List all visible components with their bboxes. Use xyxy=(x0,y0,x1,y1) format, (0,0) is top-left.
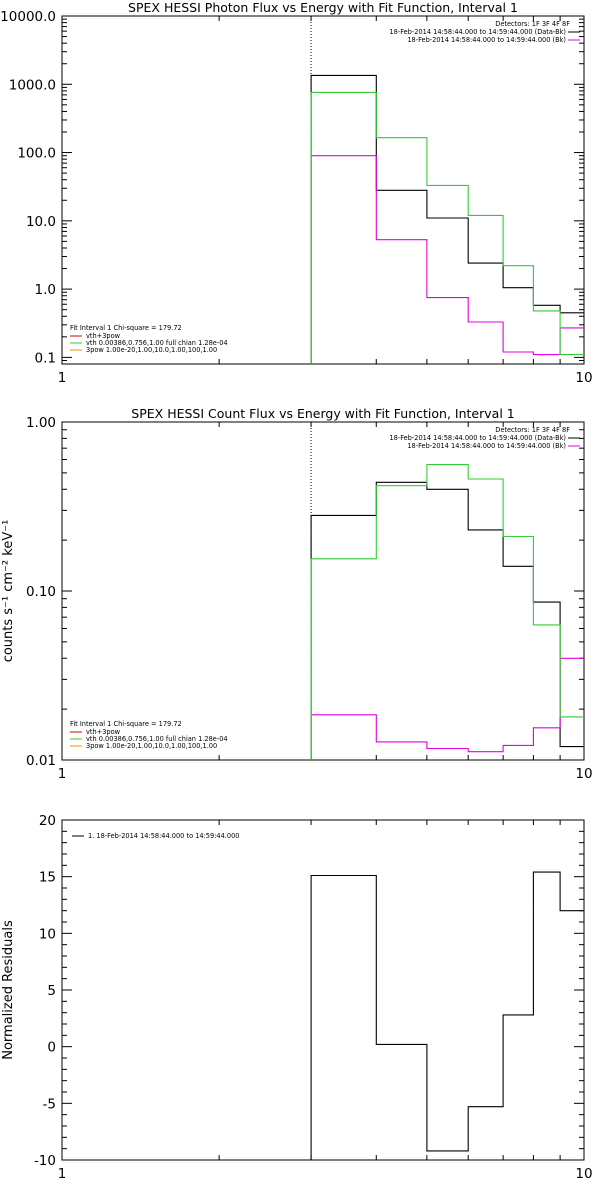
series-line-1 xyxy=(310,871,584,1160)
plot-frame xyxy=(61,819,585,1161)
chart-panel-2: SPEX HESSI Count Flux vs Energy with Fit… xyxy=(1,406,593,782)
chart-panel-3: 1 10 -10 -5 0 5 10 15 20 Normalized Residuals 1. 1… xyxy=(1,813,593,1182)
series-line-2 xyxy=(310,155,584,364)
legend-entry: 1. 18-Feb-2014 14:58:44.000 to 14:59:44.… xyxy=(88,832,240,840)
legend-entry: 3pow 1.00e-20,1.00,10.0,1.00,100,1.00 xyxy=(86,742,217,750)
y-tick-label: 10.0 xyxy=(26,214,56,230)
legend-bottom-left: Fit Interval 1 Chi-square = 179.72vth+3p… xyxy=(70,720,228,750)
legend-entry: 18-Feb-2014 14:58:44.000 to 14:59:44.000… xyxy=(389,28,566,36)
legend-entry: 18-Feb-2014 14:58:44.000 to 14:59:44.000… xyxy=(407,36,566,44)
x-tick-label: 10 xyxy=(575,370,592,386)
x-tick-label: 10 xyxy=(575,766,592,782)
y-tick-label: 1.0 xyxy=(35,282,56,298)
legend-entry: vth 0.00386,0.756,1.00 full chian 1.28e-… xyxy=(86,339,228,347)
legend-header: Detectors: 1F 3F 4F 8F xyxy=(495,426,570,434)
y-tick-label: 10 xyxy=(39,926,56,942)
x-axis-ticks xyxy=(61,16,585,364)
series-line-3 xyxy=(310,464,584,760)
x-tick-label: 1 xyxy=(58,766,67,782)
series-line-1 xyxy=(310,74,584,364)
plot-frame xyxy=(61,421,585,761)
legend-entry: vth+3pow xyxy=(86,332,121,340)
y-tick-label: 0 xyxy=(47,1040,56,1056)
series-line-2 xyxy=(310,657,584,760)
chart-panel-1: SPEX HESSI Photon Flux vs Energy with Fi… xyxy=(0,0,592,386)
y-tick-label: 0.1 xyxy=(35,350,56,366)
chart-title: SPEX HESSI Photon Flux vs Energy with Fi… xyxy=(128,0,518,15)
x-tick-label: 1 xyxy=(58,370,67,386)
plot-frame xyxy=(61,15,585,365)
series-line-3 xyxy=(310,91,584,364)
series-line-1 xyxy=(310,481,584,760)
x-axis-ticks xyxy=(61,422,585,760)
x-axis-ticks xyxy=(61,820,585,1160)
x-tick-label: 10 xyxy=(575,1166,592,1182)
legend-top-left: 1. 18-Feb-2014 14:58:44.000 to 14:59:44.… xyxy=(72,832,240,840)
y-tick-label: 0.01 xyxy=(26,753,56,769)
y-tick-label: 100.0 xyxy=(17,146,56,162)
y-tick-label: 15 xyxy=(39,870,56,886)
data-series-group xyxy=(310,74,584,364)
legend-entry: vth 0.00386,0.756,1.00 full chian 1.28e-… xyxy=(86,735,228,743)
y-tick-label: 1000.0 xyxy=(9,77,56,93)
y-tick-label: 0.10 xyxy=(26,584,56,600)
legend-entry: 18-Feb-2014 14:58:44.000 to 14:59:44.000… xyxy=(389,434,566,442)
data-series-group xyxy=(310,464,584,760)
legend-entry: 18-Feb-2014 14:58:44.000 to 14:59:44.000… xyxy=(407,442,566,450)
y-tick-label: 20 xyxy=(39,813,56,829)
y-tick-label: 10000.0 xyxy=(0,9,56,25)
y-tick-label: 5 xyxy=(47,983,56,999)
legend-bottom-left: Fit Interval 1 Chi-square = 179.72vth+3p… xyxy=(70,324,228,354)
x-tick-label: 1 xyxy=(58,1166,67,1182)
legend-header: Fit Interval 1 Chi-square = 179.72 xyxy=(70,720,182,728)
y-axis-ticks xyxy=(62,421,584,761)
y-axis-label: counts s⁻¹ cm⁻² keV⁻¹ xyxy=(1,520,16,663)
y-tick-label: -10 xyxy=(34,1153,56,1169)
legend-entry: 3pow 1.00e-20,1.00,10.0,1.00,100,1.00 xyxy=(86,346,217,354)
y-axis-ticks xyxy=(62,15,584,365)
y-axis-ticks xyxy=(62,819,584,1161)
legend-entry: vth+3pow xyxy=(86,728,121,736)
legend-header: Fit Interval 1 Chi-square = 179.72 xyxy=(70,324,182,332)
y-axis-label: Normalized Residuals xyxy=(1,920,16,1060)
y-tick-label: 1.00 xyxy=(26,415,56,431)
y-tick-label: -5 xyxy=(43,1096,56,1112)
legend-header: Detectors: 1F 3F 4F 8F xyxy=(495,20,570,28)
chart-title: SPEX HESSI Count Flux vs Energy with Fit… xyxy=(131,406,514,421)
data-series-group xyxy=(310,871,584,1160)
